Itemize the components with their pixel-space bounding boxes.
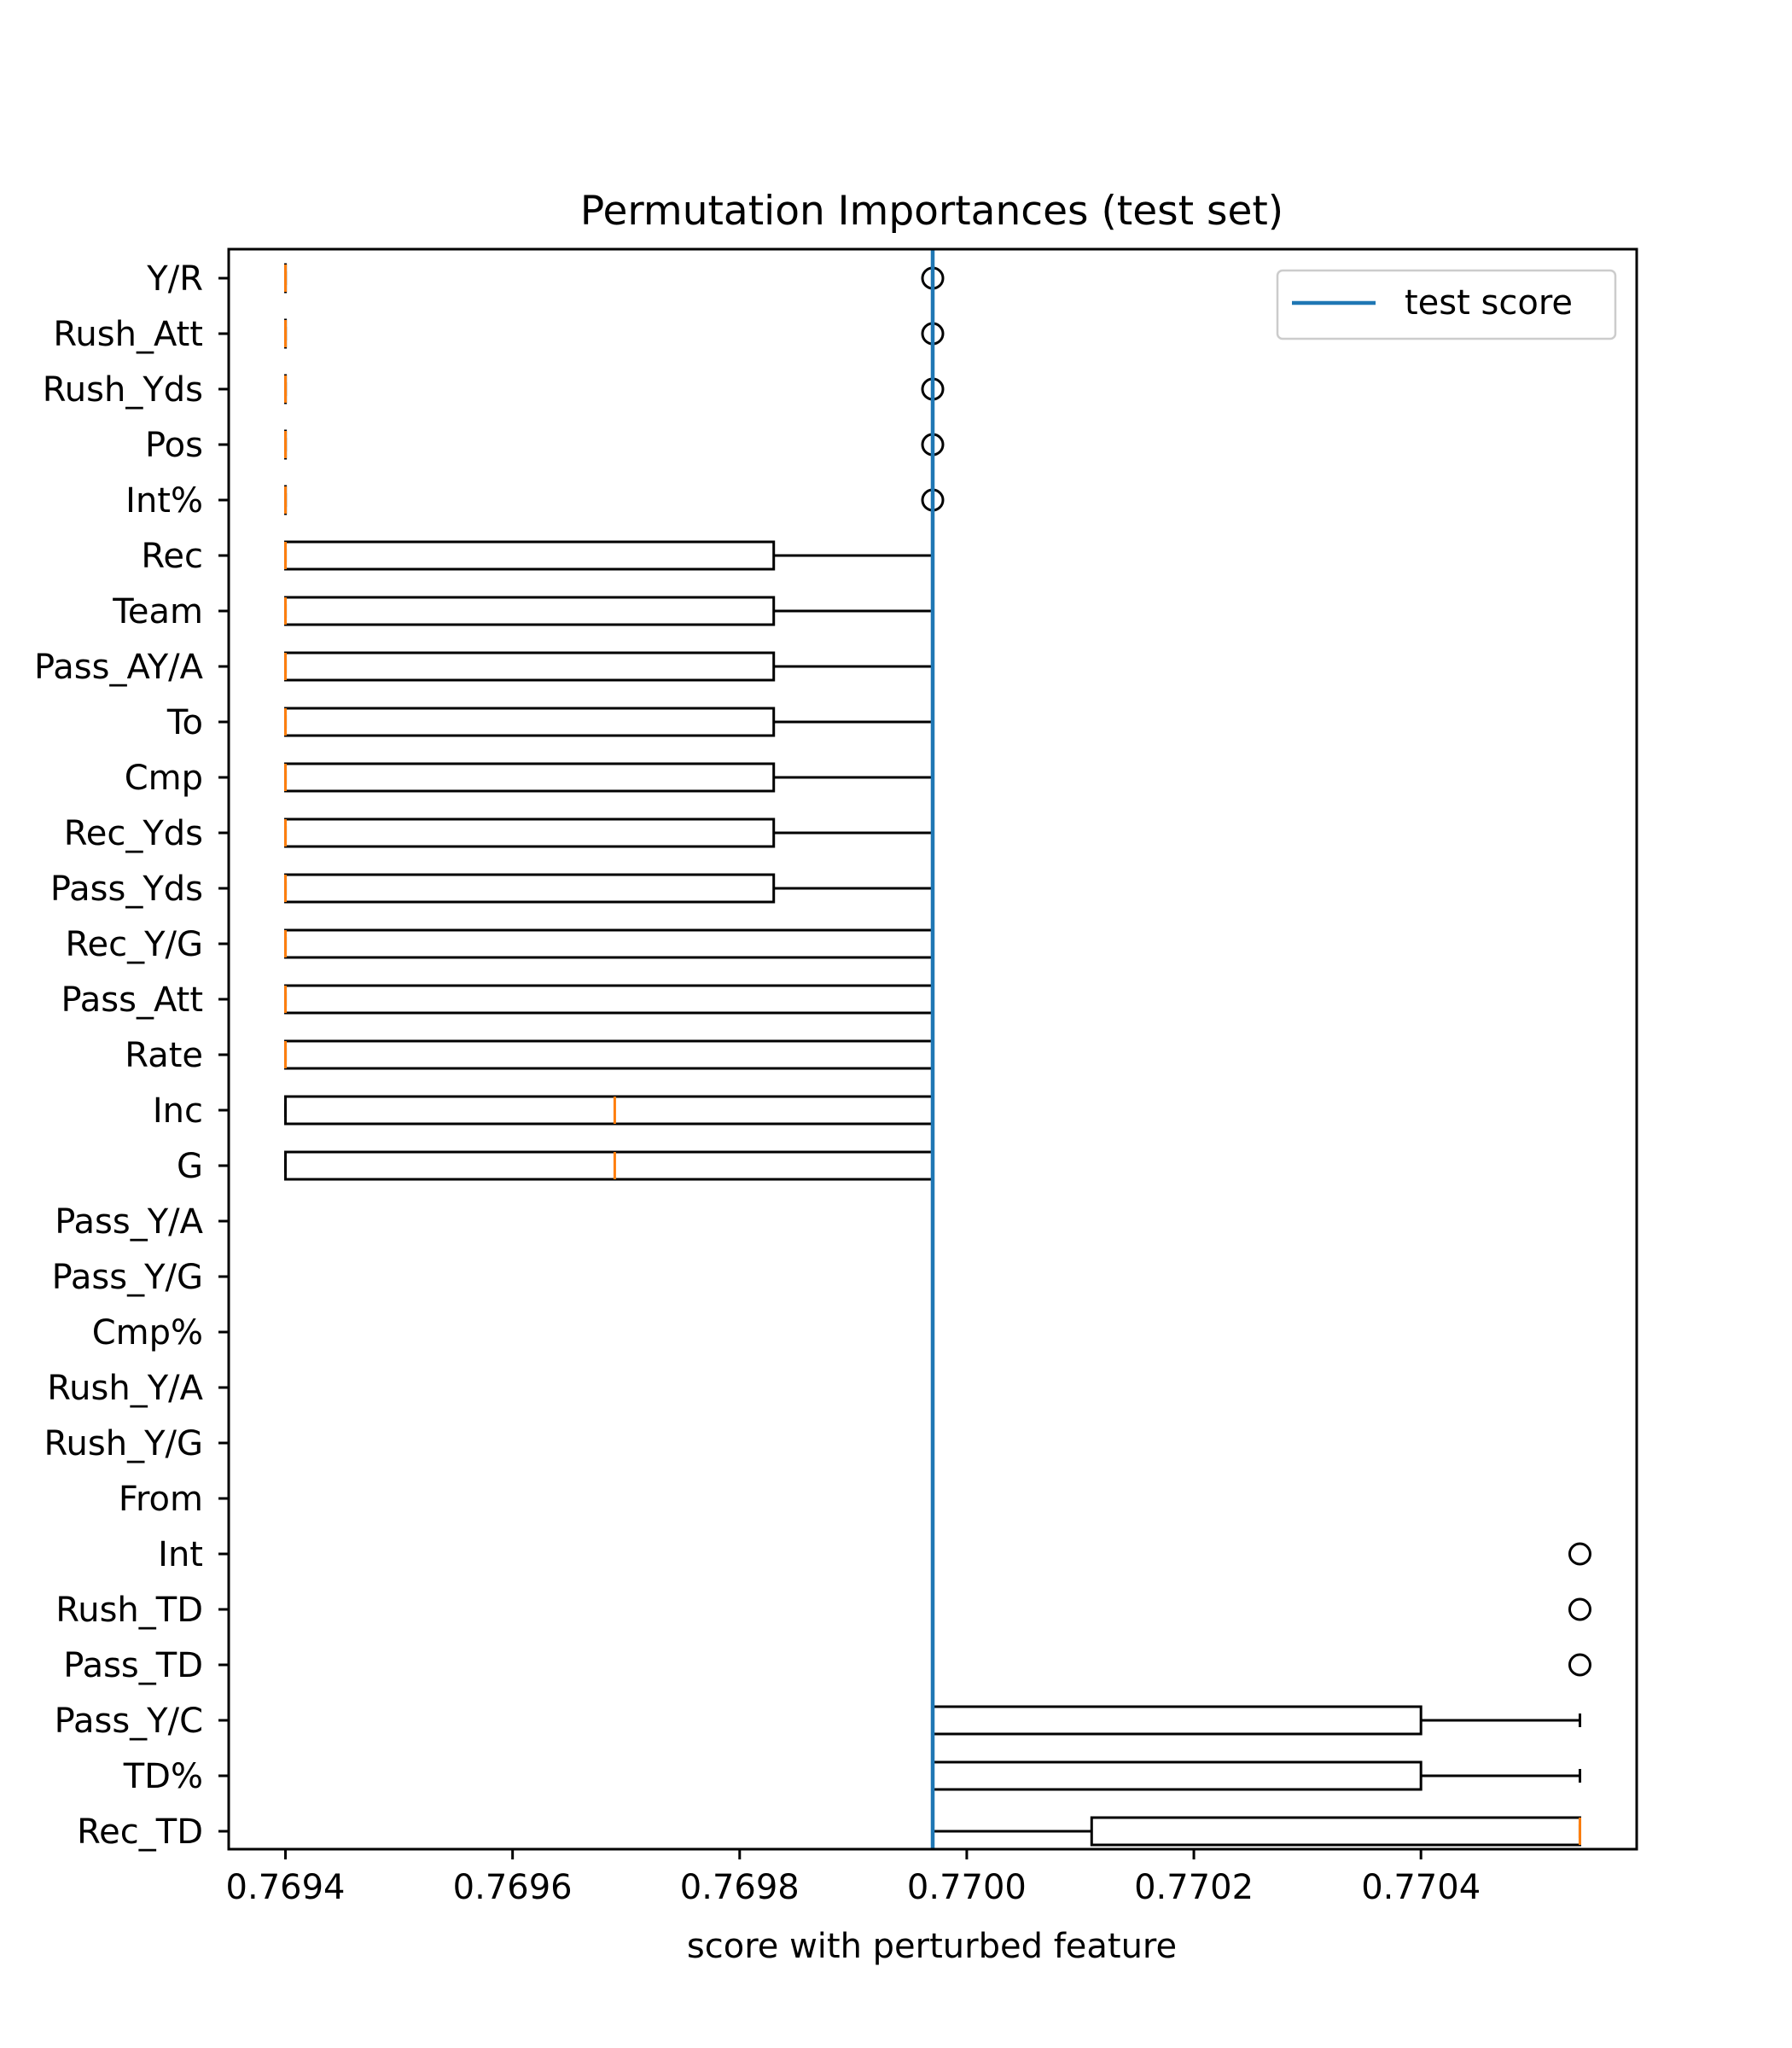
x-tick-label: 0.7694 [226,1868,346,1907]
y-tick-label: Rush_Y/A [47,1369,203,1408]
x-axis-label: score with perturbed feature [687,1927,1177,1966]
y-tick-label: Rush_Yds [43,370,203,410]
y-tick-label: Pass_TD [63,1646,203,1685]
y-tick-label: Int [158,1535,203,1574]
y-tick-label: Pos [145,426,203,465]
x-axis: 0.7694 0.7696 0.7698 0.7700 0.7702 0.7704 [226,1849,1481,1907]
outlier-point [1568,1542,1591,1566]
legend: test score [1276,269,1617,340]
y-tick-label: TD% [123,1757,203,1796]
plot-area [284,249,1591,1849]
y-tick-label: Rec_Y/G [65,925,203,964]
y-tick-label: G [177,1147,203,1186]
legend-test-score-label: test score [1405,283,1573,323]
y-axis: Y/R Rush_Att Rush_Yds Pos Int% Rec Team Pass_AY… [34,259,229,1852]
y-tick-label: Cmp% [92,1313,203,1353]
outlier-point [1568,1653,1591,1677]
y-tick-label: Pass_Att [61,980,203,1020]
y-tick-label: Rec_Yds [64,814,203,853]
y-tick-label: Inc [153,1091,203,1131]
y-tick-label: Y/R [146,259,203,299]
y-tick-label: Team [112,592,203,631]
plot-frame [227,247,1638,1851]
x-tick-label: 0.7698 [680,1868,800,1907]
y-tick-label: From [119,1480,203,1519]
y-tick-label: Rush_Att [53,315,203,354]
y-tick-label: Cmp [125,759,203,798]
y-tick-label: Pass_AY/A [34,648,204,687]
x-tick-label: 0.7696 [453,1868,573,1907]
y-tick-label: Pass_Y/A [55,1202,203,1242]
x-tick-label: 0.7702 [1134,1868,1254,1907]
chart-title: Permutation Importances (test set) [580,188,1283,235]
y-tick-label: Rate [125,1036,203,1075]
y-tick-label: Pass_Yds [50,870,203,909]
y-tick-label: To [166,703,203,742]
y-tick-label: Pass_Y/C [55,1702,203,1741]
y-tick-label: Rush_Y/G [44,1424,203,1463]
x-tick-label: 0.7704 [1361,1868,1481,1907]
box-group-28 [931,1816,1581,1847]
y-tick-label: Rec_TD [77,1812,203,1852]
y-tick-label: Int% [125,481,203,521]
outlier-point [1568,1597,1591,1621]
box-group-11 [284,873,934,904]
y-tick-label: Rush_TD [55,1591,203,1630]
x-tick-label: 0.7700 [907,1868,1027,1907]
legend-frame [1276,269,1617,340]
y-tick-label: Rec [141,537,203,576]
y-tick-label: Pass_Y/G [52,1258,203,1297]
